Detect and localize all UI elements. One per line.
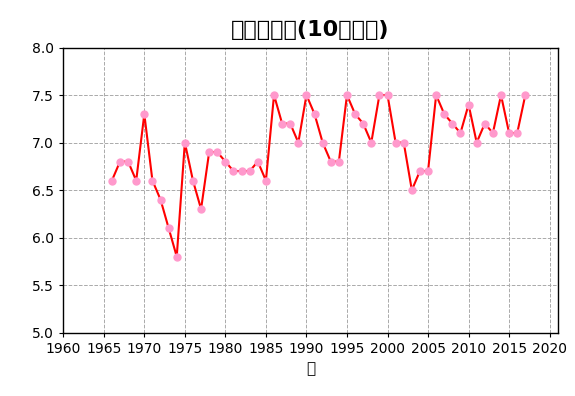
X-axis label: 年: 年 bbox=[306, 361, 315, 376]
Title: 年平均雲量(10分雲量): 年平均雲量(10分雲量) bbox=[231, 21, 390, 40]
